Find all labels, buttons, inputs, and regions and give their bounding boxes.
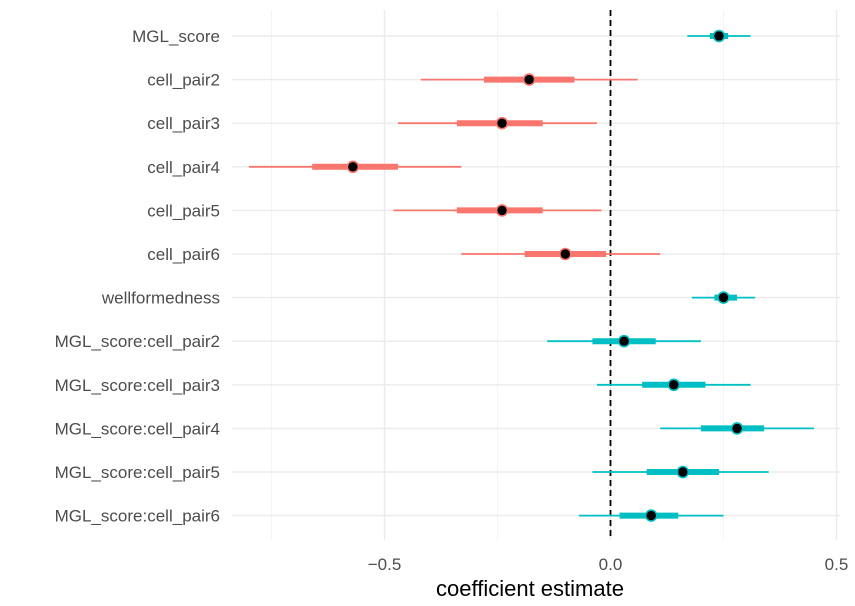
x-tick-label: 0.0 bbox=[599, 555, 623, 574]
point-estimate bbox=[644, 509, 658, 522]
x-axis-title: coefficient estimate bbox=[436, 576, 624, 601]
point-estimate bbox=[667, 378, 681, 392]
point-estimate bbox=[495, 204, 509, 217]
y-tick-label: wellformedness bbox=[101, 289, 220, 308]
point-estimate bbox=[676, 465, 690, 479]
y-tick-label: cell_pair2 bbox=[147, 71, 220, 90]
y-tick-label: cell_pair5 bbox=[147, 201, 220, 220]
point-estimate bbox=[495, 116, 509, 130]
point-estimate bbox=[346, 160, 360, 174]
y-tick-label: cell_pair6 bbox=[147, 245, 220, 264]
y-tick-label: MGL_score:cell_pair4 bbox=[55, 419, 220, 438]
point-estimate bbox=[712, 29, 726, 43]
y-axis-labels: MGL_score cell_pair2 cell_pair3 cell_pair4c… bbox=[55, 27, 220, 526]
y-tick-label: MGL_score:cell_pair3 bbox=[55, 376, 220, 395]
point-estimate bbox=[522, 73, 536, 86]
point-estimate bbox=[730, 422, 744, 435]
y-tick-label: cell_pair3 bbox=[147, 114, 220, 133]
point-estimate bbox=[558, 247, 572, 261]
y-tick-label: MGL_score:cell_pair2 bbox=[55, 332, 220, 351]
marks bbox=[248, 29, 814, 522]
y-tick-label: MGL_score:cell_pair5 bbox=[55, 463, 220, 482]
grid bbox=[232, 10, 840, 540]
x-tick-label: −0.5 bbox=[368, 555, 402, 574]
y-tick-label: MGL_score bbox=[132, 27, 220, 46]
point-estimate bbox=[717, 291, 730, 304]
x-tick-label: 0.5 bbox=[825, 555, 849, 574]
y-tick-label: MGL_score:cell_pair6 bbox=[55, 507, 220, 526]
point-estimate bbox=[617, 334, 631, 348]
x-axis-ticks: −0.5 0.0 0.5 bbox=[368, 555, 849, 574]
y-tick-label: cell_pair4 bbox=[147, 158, 220, 177]
